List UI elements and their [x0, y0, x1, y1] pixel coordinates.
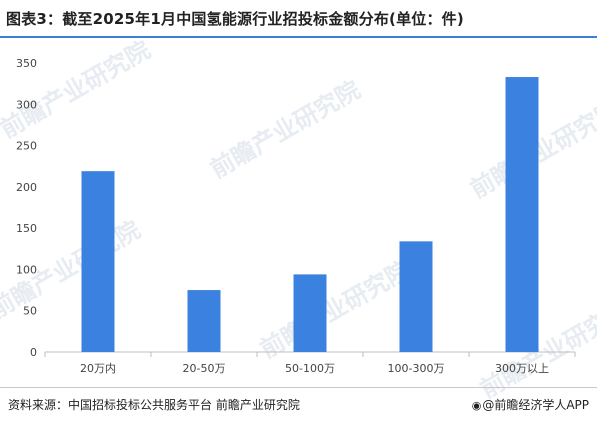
y-tick-label: 250 — [16, 140, 37, 153]
bar — [505, 77, 539, 352]
y-tick-label: 200 — [16, 181, 37, 194]
x-tick-label: 100-300万 — [388, 362, 445, 375]
y-tick-label: 100 — [16, 263, 37, 276]
bar — [187, 290, 221, 352]
brand-icon: ◉ — [471, 399, 482, 412]
bar-chart: 0 50 100 150 200 250 300 350 20万内 20-50万 50-100万 10… — [16, 57, 576, 375]
x-tick-label: 20万内 — [80, 361, 116, 375]
y-tick-label: 0 — [30, 346, 37, 359]
y-tick-label: 350 — [16, 57, 37, 70]
x-tick-label: 20-50万 — [183, 362, 226, 375]
source-note: 资料来源：中国招标投标公共服务平台 前瞻产业研究院 — [8, 398, 300, 412]
chart-title: 图表3：截至2025年1月中国氢能源行业招投标金额分布(单位：件) — [6, 10, 464, 28]
bar — [399, 241, 433, 352]
y-tick-label: 50 — [23, 305, 37, 318]
bar — [81, 171, 115, 352]
title-divider — [0, 36, 597, 38]
x-tick-label: 300万以上 — [495, 362, 549, 375]
y-tick-label: 300 — [16, 98, 37, 111]
brand-label: ◉@前瞻经济学人APP — [472, 396, 589, 413]
bar — [293, 274, 327, 352]
footer-divider — [0, 387, 597, 388]
x-tick-label: 50-100万 — [285, 362, 335, 375]
y-tick-label: 150 — [16, 222, 37, 235]
brand-text: @前瞻经济学人APP — [482, 398, 589, 412]
